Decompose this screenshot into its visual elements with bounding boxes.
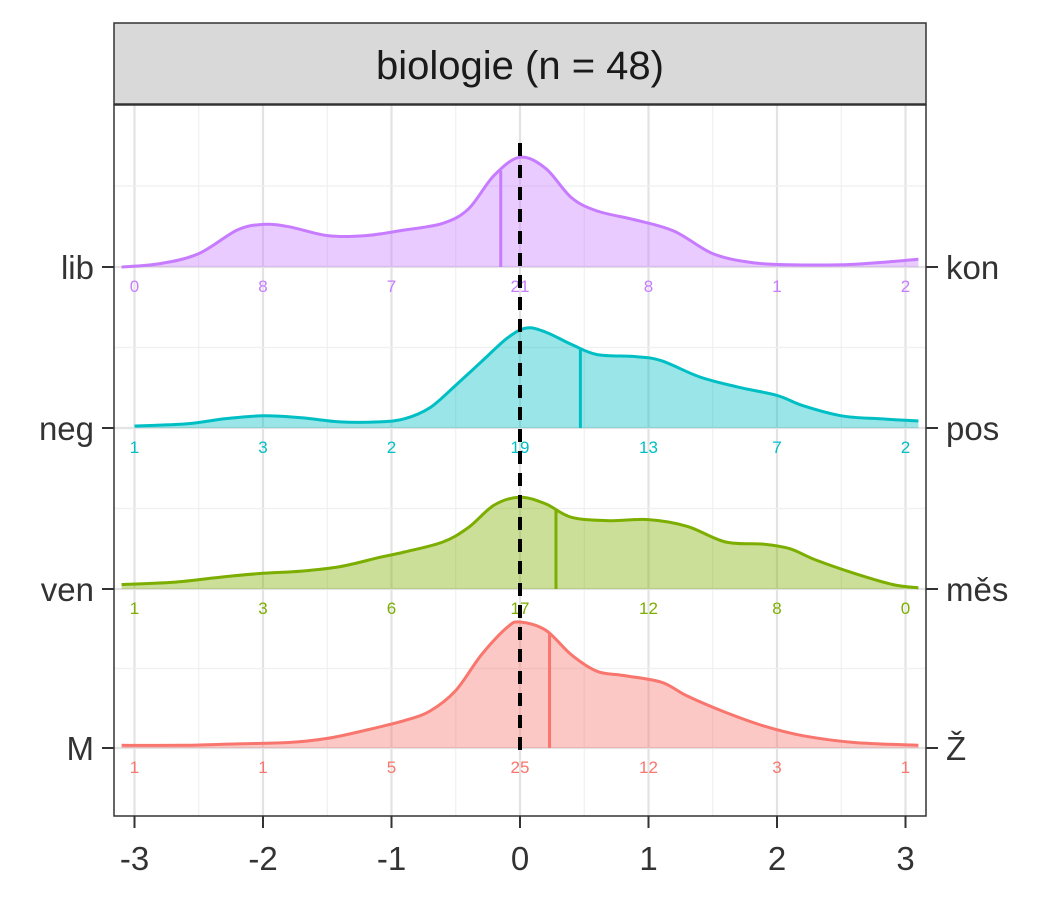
density-line [121,620,919,747]
density-area [134,327,919,428]
y-label-left: M [67,730,95,767]
x-tick-label: 0 [511,840,529,877]
x-axis: -3 -2 -1 0 1 2 3 [120,816,915,877]
y-label-left: lib [61,249,94,286]
count-label: 1 [258,758,267,777]
y-label-right: pos [946,410,999,447]
count-label: 13 [639,438,658,457]
x-tick-label: 3 [896,840,914,877]
ridge-M: 1 1 5 25 12 3 1 [121,620,919,777]
count-label: 3 [772,758,781,777]
count-label: 7 [387,277,396,296]
count-label: 0 [901,599,910,618]
count-label: 6 [387,599,396,618]
density-line [121,155,919,269]
count-label: 3 [258,599,267,618]
x-tick-label: -3 [120,840,149,877]
count-label: 2 [901,438,910,457]
count-label: 8 [772,599,781,618]
count-label: 2 [387,438,396,457]
x-tick-label: 2 [768,840,786,877]
count-label: 1 [130,599,139,618]
density-line [134,326,919,428]
count-label: 12 [639,758,658,777]
density-area [121,621,919,748]
count-label: 7 [772,438,781,457]
count-label: 12 [639,599,658,618]
count-label: 1 [130,438,139,457]
y-label-left: ven [41,571,94,608]
facet-strip [113,22,927,105]
ridge-neg: 1 3 2 19 13 7 2 [130,326,919,457]
y-label-right: kon [946,249,999,286]
count-label: 8 [644,277,653,296]
count-label: 0 [130,277,139,296]
count-label: 3 [258,438,267,457]
x-tick-label: -1 [377,840,406,877]
y-label-left: neg [39,410,94,447]
density-line [121,495,919,590]
y-axis-right: kon pos měs Ž [926,249,1008,767]
x-tick-label: 1 [639,840,657,877]
count-label: 1 [772,277,781,296]
y-axis-left: lib neg ven M [39,249,114,767]
y-label-right: Ž [946,730,966,767]
count-label: 1 [901,758,910,777]
count-label: 25 [511,758,530,777]
facet-title: biologie (n = 48) [376,44,664,88]
count-label: 19 [511,438,530,457]
count-label: 2 [901,277,910,296]
y-label-right: měs [946,571,1008,608]
count-label: 5 [387,758,396,777]
count-label: 1 [130,758,139,777]
x-tick-label: -2 [248,840,277,877]
count-label: 8 [258,277,267,296]
